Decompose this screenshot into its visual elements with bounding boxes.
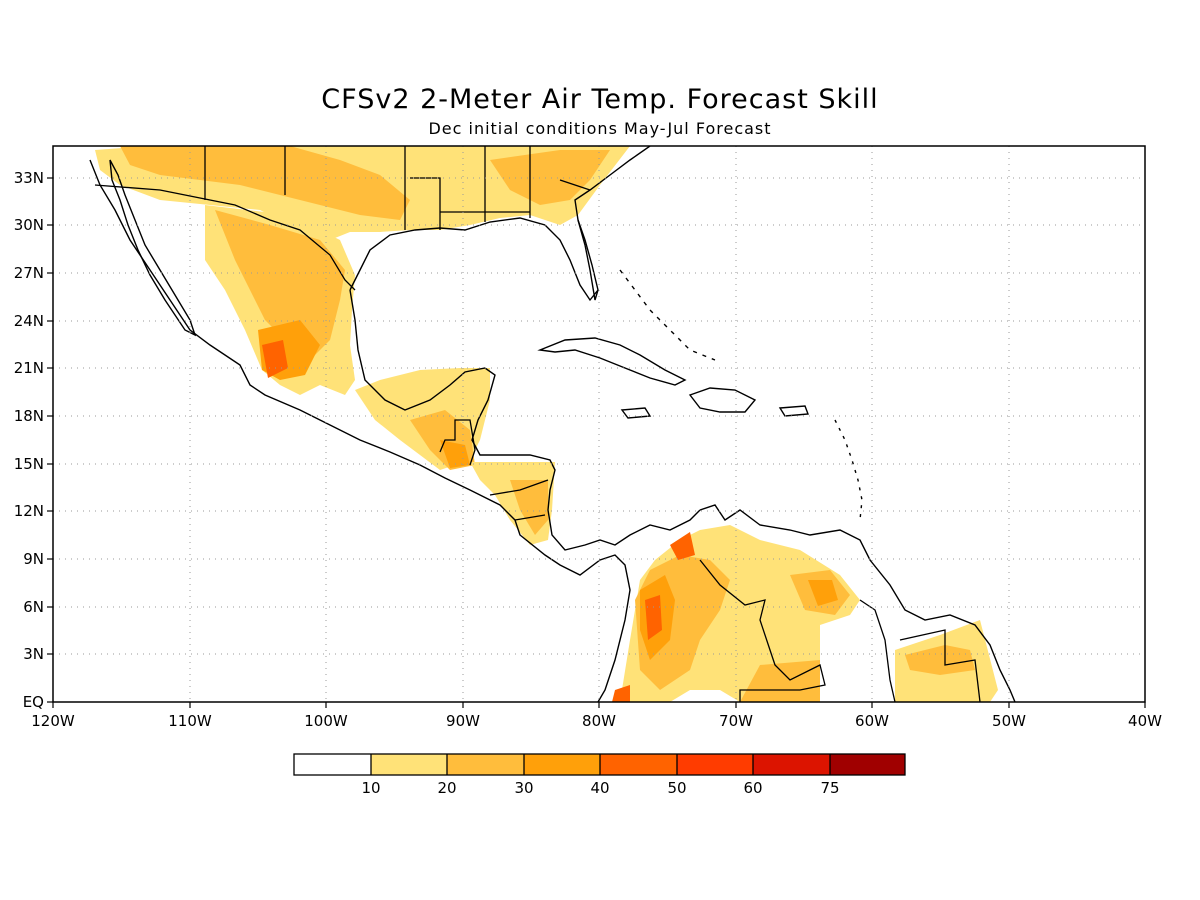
legend-swatch (447, 754, 524, 775)
legend-label: 20 (437, 779, 456, 797)
lon-label: 50W (992, 712, 1026, 730)
lon-label: 40W (1128, 712, 1162, 730)
legend-swatch (677, 754, 753, 775)
lat-labels: EQ 3N 6N 9N 12N 15N 18N 21N 24N 27N 30N … (14, 169, 44, 711)
lon-label: 100W (304, 712, 348, 730)
skill-shading (95, 146, 998, 702)
lat-label: 9N (23, 550, 44, 568)
legend-swatch (524, 754, 600, 775)
lat-label: 12N (14, 502, 44, 520)
skill-region-ecuador-peak (612, 685, 630, 702)
central-america-borders (489, 479, 549, 521)
lat-label: EQ (23, 693, 44, 711)
lon-label: 80W (582, 712, 616, 730)
legend-label: 30 (514, 779, 533, 797)
legend-label: 10 (361, 779, 380, 797)
lon-label: 120W (31, 712, 75, 730)
skill-region-guianas-mid (905, 645, 975, 675)
legend-label: 60 (743, 779, 762, 797)
skill-region-nicaragua (510, 480, 548, 535)
hispaniola-island (688, 387, 757, 413)
us-mexico-border (94, 184, 356, 291)
map-subtitle: Dec initial conditions May-Jul Forecast (428, 119, 772, 138)
gulf-coastline (349, 146, 651, 302)
color-legend: 10 20 30 40 50 60 75 (293, 753, 906, 797)
lat-label: 33N (14, 169, 44, 187)
south-america-north-coast (699, 504, 1016, 702)
guatemala-border (439, 419, 476, 466)
graticule (53, 146, 1145, 702)
lon-label: 110W (168, 712, 212, 730)
lon-label: 70W (719, 712, 753, 730)
lat-label: 3N (23, 645, 44, 663)
map-title: CFSv2 2-Meter Air Temp. Forecast Skill (321, 84, 879, 115)
lat-label: 6N (23, 598, 44, 616)
lat-label: 24N (14, 312, 44, 330)
lat-label: 21N (14, 359, 44, 377)
legend-swatch (294, 754, 371, 775)
lat-label: 30N (14, 216, 44, 234)
bahamas (619, 269, 716, 361)
lon-labels: 120W 110W 100W 90W 80W 70W 60W 50W 40W (31, 712, 1162, 730)
legend-label: 40 (590, 779, 609, 797)
skill-region-mexico-mid (215, 210, 345, 360)
lat-label: 15N (14, 455, 44, 473)
legend-swatch (753, 754, 830, 775)
puerto-rico-island (778, 405, 809, 417)
legend-label: 50 (667, 779, 686, 797)
cuba-island (537, 337, 687, 386)
lon-label: 90W (446, 712, 480, 730)
skill-region-venezuela-core (808, 580, 838, 606)
legend-label: 75 (820, 779, 839, 797)
skill-region-colombia-peak (645, 595, 662, 640)
lat-label: 18N (14, 407, 44, 425)
lesser-antilles (834, 419, 863, 521)
legend-swatch (600, 754, 677, 775)
skill-region-southeast-us (490, 150, 610, 205)
baja-coastline (109, 159, 197, 337)
coastlines (89, 146, 1016, 702)
legend-swatch (371, 754, 447, 775)
tick-marks (47, 177, 1146, 708)
lon-label: 60W (855, 712, 889, 730)
florida-coastline (577, 219, 599, 301)
mexico-gulf-coast (349, 289, 701, 551)
skill-region-brazil-north (740, 660, 820, 702)
legend-swatch (830, 754, 905, 775)
jamaica-island (620, 407, 652, 419)
skill-region-colombia-north (670, 532, 695, 560)
skill-region-usa-mid (120, 146, 410, 220)
pacific-coastline (89, 159, 631, 702)
lat-label: 27N (14, 264, 44, 282)
us-state-lines (204, 146, 591, 230)
